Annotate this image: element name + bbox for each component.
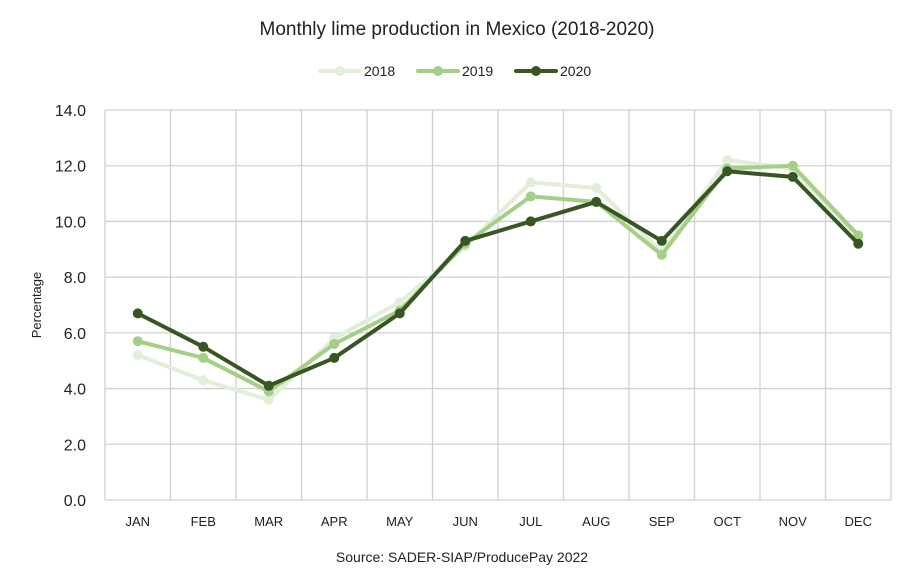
x-tick-label: FEB — [191, 514, 216, 529]
series-line-2019 — [135, 163, 861, 394]
data-point-2020 — [460, 235, 471, 246]
y-tick-label: 0.0 — [64, 493, 86, 510]
y-tick-label: 12.0 — [55, 159, 86, 176]
data-point-2020 — [787, 171, 798, 182]
source-note: Source: SADER-SIAP/ProducePay 2022 — [336, 549, 588, 565]
legend-item-2018: 2018 — [318, 63, 395, 79]
y-tick-label: 6.0 — [64, 326, 86, 343]
data-point-2018 — [198, 375, 209, 386]
data-point-2020 — [394, 308, 405, 319]
data-point-2018 — [132, 350, 143, 361]
x-axis-ticks: JAN FEB MAR APR MAY JUN JUL AUG SEP OCT NOV DEC — [125, 514, 872, 529]
data-point-2019 — [525, 191, 536, 202]
series-lines — [132, 155, 864, 405]
data-point-2020 — [198, 341, 209, 352]
y-tick-label: 2.0 — [64, 437, 86, 454]
legend-label: 2019 — [462, 63, 493, 79]
data-point-2018 — [525, 177, 536, 188]
data-point-2020 — [329, 352, 340, 363]
data-point-2018 — [394, 297, 405, 308]
series-line-2020 — [135, 169, 861, 388]
data-point-2018 — [263, 394, 274, 405]
data-point-2020 — [591, 196, 602, 207]
data-point-2019 — [329, 339, 340, 349]
legend-swatch-marker — [433, 66, 443, 76]
legend: 2018 2019 2020 — [318, 63, 591, 79]
data-point-2018 — [591, 183, 602, 193]
y-tick-label: 8.0 — [64, 270, 86, 287]
legend-swatch-marker — [335, 66, 345, 76]
data-point-2020 — [132, 308, 143, 319]
data-point-2018 — [722, 155, 733, 166]
data-point-2020 — [525, 216, 536, 227]
data-point-2020 — [722, 166, 733, 177]
x-tick-label: SEP — [649, 514, 675, 529]
data-point-2020 — [656, 235, 667, 246]
y-axis-label: Percentage — [29, 272, 44, 339]
series-line-2018 — [135, 158, 861, 402]
x-tick-label: MAR — [254, 514, 283, 529]
chart-title: Monthly lime production in Mexico (2018-… — [260, 19, 655, 40]
data-point-2020 — [263, 380, 274, 391]
x-tick-label: JUN — [453, 514, 478, 529]
data-point-2019 — [198, 352, 209, 363]
x-tick-label: DEC — [845, 514, 872, 529]
data-point-2019 — [656, 249, 667, 260]
y-tick-label: 10.0 — [55, 214, 86, 231]
x-tick-label: JUL — [519, 514, 542, 529]
x-tick-label: OCT — [714, 514, 742, 529]
series-2020 — [132, 166, 864, 391]
legend-item-2019: 2019 — [416, 63, 493, 79]
x-tick-label: MAY — [386, 514, 414, 529]
x-tick-label: NOV — [779, 514, 808, 529]
data-point-2020 — [853, 238, 864, 249]
legend-swatch-marker — [531, 66, 541, 76]
y-axis-ticks: 0.0 2.0 4.0 6.0 8.0 10.0 12.0 14.0 — [55, 103, 86, 510]
x-tick-label: APR — [321, 514, 348, 529]
y-tick-label: 4.0 — [64, 382, 86, 399]
data-point-2019 — [132, 336, 143, 347]
legend-label: 2018 — [364, 63, 395, 79]
legend-label: 2020 — [560, 63, 591, 79]
legend-item-2020: 2020 — [514, 63, 591, 79]
x-tick-label: JAN — [125, 514, 150, 529]
data-point-2019 — [853, 230, 864, 241]
x-tick-label: AUG — [582, 514, 610, 529]
y-tick-label: 14.0 — [55, 103, 86, 120]
data-point-2019 — [787, 160, 798, 171]
